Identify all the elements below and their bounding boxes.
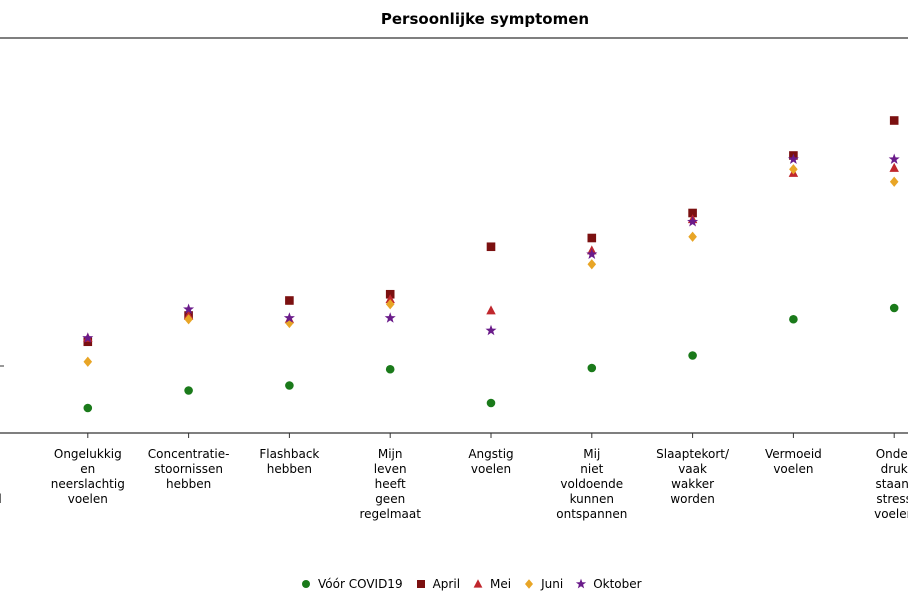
data-point-circle	[486, 398, 496, 408]
data-point-square	[587, 233, 597, 243]
legend-marker-square	[416, 580, 425, 588]
data-point-circle	[889, 303, 899, 313]
legend-marker-icon	[576, 578, 587, 589]
x-tick-label: Onder druk staan/ stress voelen	[874, 447, 908, 521]
data-point-star	[384, 312, 396, 323]
legend-item: Mei	[472, 577, 511, 591]
data-point-circle	[587, 363, 597, 373]
legend-marker-icon	[302, 580, 310, 588]
x-tick-label: Ongelukkig en neerslachtig voelen	[50, 447, 125, 506]
data-point-star	[82, 332, 94, 343]
x-tick-label: Concentratie- stoornissen hebben	[147, 447, 230, 491]
data-point-star	[687, 215, 699, 227]
x-tick-label: Mij niet voldoende kunnen ontspannen	[556, 447, 628, 521]
data-point-star	[485, 324, 497, 336]
x-tick-label: Slaaptekort/ vaak wakker worden	[656, 447, 730, 506]
legend-marker-triangle	[473, 579, 483, 588]
legend-marker-icon	[525, 579, 534, 589]
data-point-star	[787, 153, 799, 164]
legend-marker-star	[576, 578, 587, 589]
data-point-diamond	[184, 314, 193, 325]
data-point-square	[486, 242, 496, 252]
data-point-triangle	[385, 294, 395, 304]
data-point-star	[183, 303, 195, 314]
x-tick-label: ...f ...en ...eel ...r	[0, 447, 35, 522]
x-tick-label: Vermoeid voelen	[765, 447, 822, 476]
legend-marker-icon	[416, 580, 425, 588]
x-tick-label: Flashback hebben	[259, 447, 320, 476]
data-point-diamond	[789, 164, 798, 175]
legend-label: Oktober	[593, 577, 642, 591]
data-point-triangle	[486, 305, 496, 315]
legend-marker-circle	[302, 580, 310, 588]
x-tick-label: Mijn leven heeft geen regelmaat	[359, 447, 421, 521]
legend: Vóór COVID19 April Mei Juni Oktober	[300, 577, 654, 591]
data-point-star	[888, 153, 900, 164]
data-point-diamond	[587, 259, 597, 270]
legend-marker-diamond	[525, 579, 534, 589]
x-tick-label: Angstig voelen	[468, 447, 514, 476]
data-point-diamond	[889, 176, 899, 187]
data-point-square	[889, 116, 899, 125]
data-point-triangle	[889, 162, 899, 172]
data-point-circle	[83, 403, 93, 413]
data-point-square	[688, 208, 697, 218]
chart-title: Persoonlijke symptomen	[380, 10, 590, 28]
data-point-star	[586, 248, 598, 259]
data-point-star	[283, 312, 295, 323]
legend-marker-icon	[473, 579, 483, 588]
data-point-diamond	[385, 299, 395, 310]
data-point-circle	[688, 351, 697, 360]
legend-label: April	[432, 577, 461, 591]
data-point-diamond	[688, 231, 697, 242]
legend-label: Vóór COVID19	[318, 577, 403, 591]
legend-label: Mei	[490, 577, 512, 591]
data-point-circle	[789, 314, 798, 324]
legend-item: April	[415, 577, 460, 591]
data-point-circle	[385, 364, 395, 374]
data-point-diamond	[285, 317, 294, 329]
legend-item: Oktober	[575, 577, 642, 591]
legend-item: Vóór COVID19	[300, 577, 403, 591]
data-point-square	[285, 296, 294, 305]
data-point-circle	[184, 386, 193, 395]
data-point-diamond	[83, 356, 93, 367]
data-point-circle	[285, 381, 294, 390]
legend-label: Juni	[541, 577, 564, 591]
legend-item: Juni	[523, 577, 563, 591]
